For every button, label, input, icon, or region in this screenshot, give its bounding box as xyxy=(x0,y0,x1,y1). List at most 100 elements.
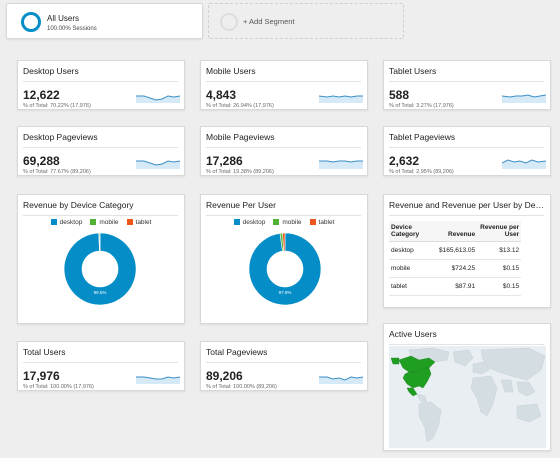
total-pageviews-card: Total Pageviews 89,206 % of Total: 100.0… xyxy=(200,341,368,391)
sparkline xyxy=(136,376,180,384)
card-title: Active Users xyxy=(389,329,437,339)
divider xyxy=(206,81,361,82)
card-title: Revenue by Device Category xyxy=(23,200,134,210)
table-cell: $0.15 xyxy=(477,259,522,278)
divider xyxy=(389,344,544,345)
revenue-per-user-card: Revenue Per User desktop mobile tablet 9… xyxy=(200,194,368,324)
mobile-pageviews-card: Mobile Pageviews 17,286 % of Total: 19.3… xyxy=(200,126,368,176)
metric-value: 12,622 xyxy=(23,88,60,102)
legend-swatch xyxy=(233,219,240,225)
legend-label: desktop xyxy=(242,219,266,226)
table-row: mobile $724.25 $0.15 xyxy=(389,259,522,278)
metric-value: 69,288 xyxy=(23,154,60,168)
divider xyxy=(206,215,361,216)
desktop-pageviews-card: Desktop Pageviews 69,288 % of Total: 77.… xyxy=(17,126,185,176)
legend-label: desktop xyxy=(59,219,83,226)
column-header-revenue[interactable]: Revenue xyxy=(437,221,478,242)
table-cell: $87.91 xyxy=(437,277,478,296)
legend-item-desktop[interactable]: desktop xyxy=(233,219,266,226)
add-segment-ring-icon xyxy=(220,13,238,31)
revenue-per-user-donut-chart: 97.8% xyxy=(248,232,322,306)
sparkline xyxy=(502,94,546,103)
tablet-pageviews-card: Tablet Pageviews 2,632 % of Total: 2.95%… xyxy=(383,126,551,176)
sparkline xyxy=(319,95,363,103)
table-row: tablet $87.91 $0.15 xyxy=(389,277,522,296)
chart-legend: desktop mobile tablet xyxy=(201,219,367,226)
donut-slice-label: 97.8% xyxy=(279,290,292,295)
card-title: Total Pageviews xyxy=(206,347,268,357)
metric-percent-of-total: % of Total: 3.27% (17,976) xyxy=(389,103,454,109)
divider xyxy=(23,147,178,148)
tablet-users-card: Tablet Users 588 % of Total: 3.27% (17,9… xyxy=(383,60,551,110)
revenue-by-device-card: Revenue by Device Category desktop mobil… xyxy=(17,194,185,324)
legend-label: tablet xyxy=(318,219,335,226)
metric-percent-of-total: % of Total: 26.94% (17,976) xyxy=(206,103,274,109)
desktop-users-card: Desktop Users 12,622 % of Total: 70.22% … xyxy=(17,60,185,110)
sparkline xyxy=(319,376,363,384)
card-title: Tablet Pageviews xyxy=(389,132,456,142)
card-title: Tablet Users xyxy=(389,66,437,76)
card-title: Total Users xyxy=(23,347,66,357)
table-cell: mobile xyxy=(389,259,437,278)
legend-item-mobile[interactable]: mobile xyxy=(273,219,302,226)
revenue-table-card: Revenue and Revenue per User by Devic...… xyxy=(383,194,551,308)
legend-item-mobile[interactable]: mobile xyxy=(90,219,119,226)
divider xyxy=(389,81,544,82)
column-header-device[interactable]: Device Category xyxy=(389,221,437,242)
divider xyxy=(389,215,544,216)
divider xyxy=(23,215,178,216)
metric-percent-of-total: % of Total: 70.22% (17,976) xyxy=(23,103,91,109)
segment-sessions: 100.00% Sessions xyxy=(47,26,97,32)
metric-percent-of-total: % of Total: 100.00% (89,206) xyxy=(206,384,277,390)
sparkline xyxy=(136,160,180,169)
legend-swatch xyxy=(90,219,97,225)
sparkline xyxy=(136,95,180,103)
table-cell: $165,613.05 xyxy=(437,241,478,260)
card-title: Mobile Pageviews xyxy=(206,132,275,142)
table-cell: $0.15 xyxy=(477,277,522,296)
add-segment-button[interactable]: + Add Segment xyxy=(208,3,404,39)
legend-swatch xyxy=(273,219,280,225)
divider xyxy=(23,81,178,82)
world-map[interactable] xyxy=(389,346,546,448)
active-users-card: Active Users xyxy=(383,323,551,451)
total-users-card: Total Users 17,976 % of Total: 100.00% (… xyxy=(17,341,185,391)
table-header-row: Device Category Revenue Revenue per User xyxy=(389,221,522,242)
card-title: Revenue and Revenue per User by Devic... xyxy=(389,200,545,210)
table-cell: $13.12 xyxy=(477,241,522,260)
add-segment-label: + Add Segment xyxy=(243,17,295,26)
legend-swatch xyxy=(309,219,316,225)
column-header-revenue-per-user[interactable]: Revenue per User xyxy=(477,221,522,242)
card-title: Mobile Users xyxy=(206,66,256,76)
metric-value: 17,976 xyxy=(23,369,60,383)
metric-value: 89,206 xyxy=(206,369,243,383)
legend-item-desktop[interactable]: desktop xyxy=(50,219,83,226)
donut-slice-desktop[interactable] xyxy=(248,232,322,306)
segment-ring-icon xyxy=(21,12,41,32)
legend-item-tablet[interactable]: tablet xyxy=(309,219,335,226)
donut-slice-label: 99.5% xyxy=(94,290,107,295)
legend-swatch xyxy=(50,219,57,225)
table-cell: desktop xyxy=(389,241,437,260)
metric-percent-of-total: % of Total: 2.95% (89,206) xyxy=(389,169,454,175)
chart-legend: desktop mobile tablet xyxy=(18,219,184,226)
divider xyxy=(389,147,544,148)
legend-swatch xyxy=(126,219,133,225)
mobile-users-card: Mobile Users 4,843 % of Total: 26.94% (1… xyxy=(200,60,368,110)
card-title: Desktop Pageviews xyxy=(23,132,98,142)
donut-slice-desktop[interactable] xyxy=(63,232,137,306)
sparkline xyxy=(319,160,363,169)
revenue-table: Device Category Revenue Revenue per User… xyxy=(389,221,522,296)
legend-label: mobile xyxy=(282,219,302,226)
metric-percent-of-total: % of Total: 77.67% (89,206) xyxy=(23,169,91,175)
segment-all-users[interactable]: All Users 100.00% Sessions xyxy=(6,3,203,39)
divider xyxy=(206,362,361,363)
donut-slice-tablet[interactable] xyxy=(282,232,286,252)
divider xyxy=(23,362,178,363)
segment-name: All Users xyxy=(47,14,80,23)
legend-label: mobile xyxy=(99,219,119,226)
legend-item-tablet[interactable]: tablet xyxy=(126,219,152,226)
table-cell: $724.25 xyxy=(437,259,478,278)
metric-value: 2,632 xyxy=(389,154,420,168)
legend-label: tablet xyxy=(135,219,152,226)
